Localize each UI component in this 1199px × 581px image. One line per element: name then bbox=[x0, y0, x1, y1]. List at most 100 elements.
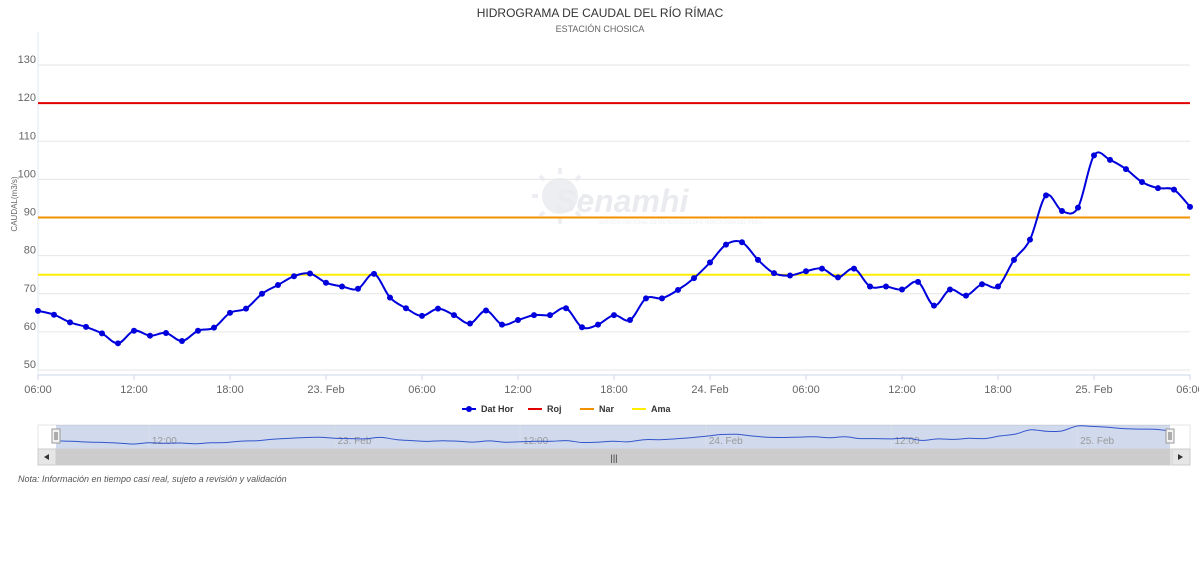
scrollbar[interactable]: ||| bbox=[37, 448, 1191, 466]
legend-item-dat-hor[interactable]: Dat Hor bbox=[481, 404, 514, 414]
data-point bbox=[835, 274, 841, 281]
data-point bbox=[195, 327, 201, 334]
data-point bbox=[819, 265, 825, 272]
data-point bbox=[467, 320, 473, 327]
data-point bbox=[419, 312, 425, 319]
y-tick-label: 100 bbox=[18, 168, 36, 180]
data-point bbox=[851, 265, 857, 272]
y-tick-label: 90 bbox=[24, 207, 36, 219]
data-point bbox=[355, 285, 361, 292]
data-point bbox=[547, 312, 553, 319]
data-point bbox=[499, 321, 505, 328]
watermark-brand: Senamhi bbox=[555, 183, 689, 219]
data-point bbox=[115, 340, 121, 347]
y-tick-label: 120 bbox=[18, 92, 36, 104]
data-point bbox=[675, 286, 681, 293]
data-point bbox=[531, 312, 537, 319]
arrow-left-icon bbox=[44, 454, 49, 460]
legend: Dat Hor Roj Nar Ama bbox=[462, 404, 672, 414]
x-tick-label: 18:00 bbox=[600, 384, 628, 396]
data-point bbox=[931, 302, 937, 309]
data-point bbox=[579, 324, 585, 331]
data-point bbox=[947, 286, 953, 293]
data-point bbox=[1171, 186, 1177, 193]
data-point bbox=[1155, 185, 1161, 192]
x-tick-label: 12:00 bbox=[120, 384, 148, 396]
data-point bbox=[307, 270, 313, 277]
navigator-tick-label: 24. Feb bbox=[709, 436, 743, 447]
data-point bbox=[387, 294, 393, 301]
data-point bbox=[1107, 156, 1113, 163]
data-point bbox=[595, 321, 601, 328]
data-point bbox=[323, 279, 329, 286]
data-point bbox=[723, 241, 729, 248]
hydrograph-chart: HIDROGRAMA DE CAUDAL DEL RÍO RÍMAC ESTAC… bbox=[10, 5, 1199, 466]
data-point bbox=[403, 305, 409, 312]
x-tick-label: 24. Feb bbox=[691, 384, 728, 396]
legend-marker bbox=[466, 406, 472, 412]
threshold-lines bbox=[38, 102, 1190, 276]
data-point bbox=[803, 268, 809, 275]
data-point bbox=[371, 270, 377, 277]
data-point bbox=[1075, 204, 1081, 211]
legend-item-ama[interactable]: Ama bbox=[651, 404, 672, 414]
navigator-handle-right[interactable] bbox=[1165, 428, 1175, 444]
navigator-tick-label: 12:00 bbox=[895, 436, 920, 447]
x-tick-label: 06:00 bbox=[24, 384, 52, 396]
data-point bbox=[867, 283, 873, 290]
data-point bbox=[707, 259, 713, 266]
x-tick-label: 18:00 bbox=[216, 384, 244, 396]
data-point bbox=[435, 305, 441, 312]
navigator-series-line bbox=[55, 425, 1171, 445]
data-point bbox=[211, 324, 217, 331]
data-point bbox=[1043, 192, 1049, 199]
legend-item-roj[interactable]: Roj bbox=[547, 404, 562, 414]
x-tick-label: 12:00 bbox=[888, 384, 916, 396]
data-point bbox=[483, 307, 489, 314]
data-point bbox=[131, 327, 137, 334]
arrow-right-icon bbox=[1178, 454, 1183, 460]
data-point bbox=[899, 286, 905, 293]
x-tick-label: 06:00 bbox=[1176, 384, 1199, 396]
navigator-tick-label: 25. Feb bbox=[1080, 436, 1114, 447]
legend-item-nar[interactable]: Nar bbox=[599, 404, 615, 414]
data-point bbox=[787, 272, 793, 279]
data-point bbox=[883, 283, 889, 290]
data-point bbox=[643, 295, 649, 302]
data-point bbox=[1059, 208, 1065, 215]
data-point bbox=[163, 330, 169, 337]
navigator-selection[interactable] bbox=[56, 425, 1170, 449]
chart-title: HIDROGRAMA DE CAUDAL DEL RÍO RÍMAC bbox=[477, 5, 724, 20]
data-point bbox=[995, 283, 1001, 290]
data-point bbox=[1123, 166, 1129, 173]
y-tick-label: 70 bbox=[24, 283, 36, 295]
data-point bbox=[611, 312, 617, 319]
y-tick-label: 50 bbox=[24, 359, 36, 371]
data-point bbox=[563, 305, 569, 312]
footnote: Nota: Información en tiempo casi real, s… bbox=[18, 474, 287, 484]
x-tick-label: 18:00 bbox=[984, 384, 1012, 396]
data-point bbox=[691, 275, 697, 282]
navigator-tick-label: 23. Feb bbox=[338, 436, 372, 447]
data-point bbox=[451, 312, 457, 319]
scrollbar-grip: ||| bbox=[610, 453, 617, 463]
data-point bbox=[915, 278, 921, 285]
chart-subtitle: ESTACIÓN CHOSICA bbox=[556, 24, 645, 34]
data-point bbox=[51, 311, 57, 318]
data-point bbox=[83, 323, 89, 330]
data-point bbox=[1187, 203, 1193, 210]
navigator[interactable]: 12:00 23. Feb 12:00 24. Feb 12:00 25. Feb bbox=[37, 424, 1191, 450]
x-tick-label: 06:00 bbox=[792, 384, 820, 396]
data-point bbox=[339, 283, 345, 290]
y-tick-label: 60 bbox=[24, 321, 36, 333]
watermark-tagline: SERVICIO NACIONAL DE METEOROLOGÍA E HIDR… bbox=[598, 219, 762, 226]
data-point bbox=[515, 317, 521, 324]
data-point bbox=[259, 290, 265, 297]
data-point bbox=[1139, 179, 1145, 186]
data-point bbox=[179, 338, 185, 345]
x-tick-label: 06:00 bbox=[408, 384, 436, 396]
navigator-outline bbox=[37, 424, 1191, 450]
data-point bbox=[99, 330, 105, 337]
series-points-dat-hor bbox=[35, 152, 1193, 347]
navigator-handle-left[interactable] bbox=[51, 428, 61, 444]
